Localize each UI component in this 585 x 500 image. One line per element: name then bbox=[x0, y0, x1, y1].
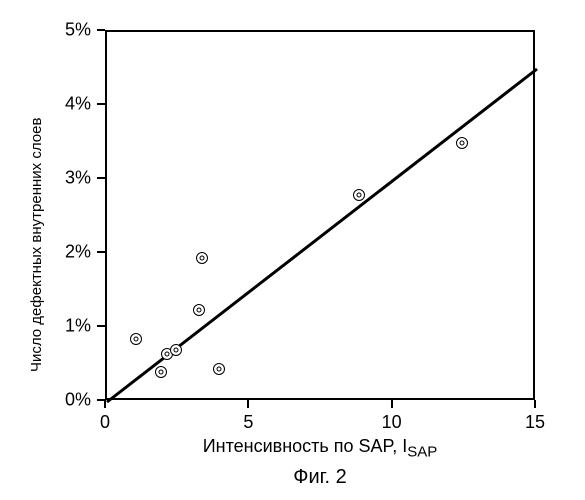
data-point bbox=[155, 366, 167, 378]
data-point-inner bbox=[357, 192, 362, 197]
data-point-inner bbox=[196, 307, 201, 312]
caption-text: Фиг. 2 bbox=[293, 466, 346, 488]
plot-area bbox=[105, 30, 535, 400]
x-tick-label: 15 bbox=[525, 412, 545, 433]
data-point bbox=[193, 304, 205, 316]
data-point bbox=[170, 344, 182, 356]
y-tick-label: 2% bbox=[0, 242, 91, 263]
figure-caption: Фиг. 2 bbox=[280, 466, 360, 489]
y-tick bbox=[97, 325, 105, 327]
data-point bbox=[130, 333, 142, 345]
data-point-inner bbox=[199, 255, 204, 260]
y-tick bbox=[97, 251, 105, 253]
x-tick bbox=[104, 400, 106, 408]
y-tick bbox=[97, 29, 105, 31]
figure: 0% 1% 2% 3% 4% 5% 0 5 10 15 Число дефектных внут… bbox=[0, 0, 585, 500]
y-tick bbox=[97, 177, 105, 179]
data-point bbox=[456, 137, 468, 149]
y-tick-label: 3% bbox=[0, 168, 91, 189]
data-point bbox=[353, 189, 365, 201]
data-point bbox=[213, 363, 225, 375]
x-tick-label: 0 bbox=[100, 412, 110, 433]
y-tick-label: 1% bbox=[0, 316, 91, 337]
x-axis-label-sub: SAP bbox=[407, 444, 437, 461]
data-point-inner bbox=[159, 370, 164, 375]
data-point-inner bbox=[133, 337, 138, 342]
data-point-inner bbox=[460, 141, 465, 146]
x-axis-label-text: Интенсивность по SAP, I bbox=[203, 436, 408, 456]
y-tick-label: 0% bbox=[0, 390, 91, 411]
x-tick-label: 10 bbox=[382, 412, 402, 433]
x-axis-label: Интенсивность по SAP, ISAP bbox=[190, 436, 450, 461]
data-point-inner bbox=[165, 351, 170, 356]
y-axis-label: Число дефектных внутренних слоев bbox=[28, 118, 45, 372]
x-tick bbox=[247, 400, 249, 408]
y-tick-label: 5% bbox=[0, 20, 91, 41]
x-tick-label: 5 bbox=[243, 412, 253, 433]
x-tick bbox=[391, 400, 393, 408]
x-tick bbox=[534, 400, 536, 408]
y-tick bbox=[97, 103, 105, 105]
y-tick-label: 4% bbox=[0, 94, 91, 115]
data-point-inner bbox=[216, 366, 221, 371]
y-axis-label-text: Число дефектных внутренних слоев bbox=[28, 118, 45, 372]
data-point bbox=[196, 252, 208, 264]
data-point-inner bbox=[173, 348, 178, 353]
